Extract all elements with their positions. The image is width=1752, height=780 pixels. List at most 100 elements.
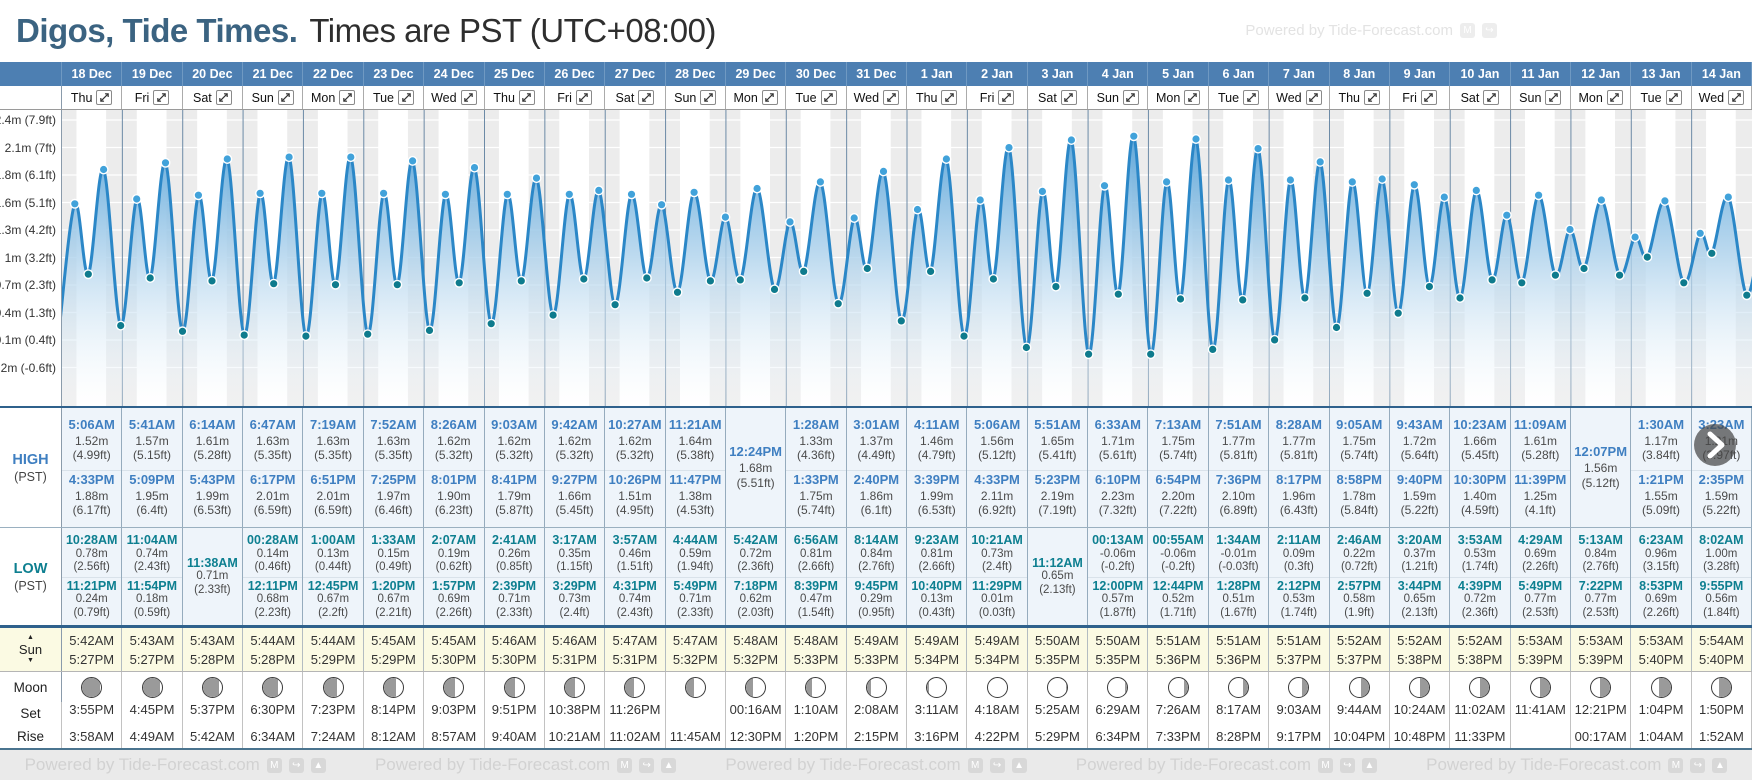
low-tide-cell: 2:07AM 0.19m (0.62ft) 1:57PM 0.69m (2.26… bbox=[424, 528, 485, 625]
expand-day-button[interactable] bbox=[1184, 90, 1201, 105]
sun-times-cell: 5:51AM 5:36PM bbox=[1209, 628, 1270, 671]
moonrise-time: 8:28PM bbox=[1209, 724, 1270, 748]
expand-day-button[interactable] bbox=[1420, 90, 1437, 105]
tide-time: 1:33PM bbox=[793, 471, 839, 487]
watermark-text: Powered by Tide-Forecast.com bbox=[24, 755, 260, 774]
low-tide-cell: 2:41AM 0.26m (0.85ft) 2:39PM 0.71m (2.33… bbox=[484, 528, 545, 625]
expand-day-button[interactable] bbox=[1545, 90, 1562, 105]
tide-height-ft: (5.12ft) bbox=[978, 448, 1017, 463]
next-page-arrow-button[interactable] bbox=[1694, 424, 1736, 466]
tide-height-m: 0.81m bbox=[920, 547, 953, 560]
moon-phase-cell bbox=[62, 672, 123, 702]
tide-time: 10:28AM bbox=[65, 533, 118, 548]
moonrise-time: 3:16PM bbox=[907, 724, 968, 748]
expand-icon bbox=[522, 93, 532, 102]
tide-height-m: 1.00m bbox=[1705, 547, 1738, 560]
expand-day-button[interactable] bbox=[941, 90, 958, 105]
expand-day-button[interactable] bbox=[96, 90, 113, 105]
expand-day-button[interactable] bbox=[1665, 90, 1682, 105]
date-header-row: 18 Dec 19 Dec 20 Dec 21 Dec 22 Dec 23 Dec 24 D… bbox=[0, 62, 1752, 86]
tide-entry: 6:10PM 2.23m (7.32ft) bbox=[1088, 469, 1148, 519]
expand-day-button[interactable] bbox=[1243, 90, 1260, 105]
weekday-label: Mon bbox=[1578, 90, 1603, 105]
expand-day-button[interactable] bbox=[575, 90, 592, 105]
expand-day-button[interactable] bbox=[1060, 90, 1077, 105]
watermark-icon: ↪ bbox=[1482, 23, 1497, 38]
tide-entry: 7:22PM 0.77m (2.53ft) bbox=[1570, 577, 1631, 621]
sun-times-cell: 5:54AM 5:40PM bbox=[1692, 628, 1752, 671]
weekday-cell: Sun bbox=[1088, 86, 1149, 109]
weekday-label: Fri bbox=[134, 90, 150, 105]
tide-height-ft: (6.59ft) bbox=[314, 503, 353, 518]
moonset-time: 10:38PM bbox=[545, 702, 606, 724]
moonset-row: Set 3:55PM 4:45PM 5:37PM 6:30PM 7:23PM 8:14PM… bbox=[0, 702, 1752, 724]
expand-day-button[interactable] bbox=[277, 90, 294, 105]
y-axis-tick-label: -0.2m (-0.6ft) bbox=[0, 360, 56, 375]
weekday-label: Sun bbox=[1096, 90, 1119, 105]
low-tide-cell: 9:23AM 0.81m (2.66ft) 10:40PM 0.13m (0.4… bbox=[907, 528, 968, 625]
weekday-label: Mon bbox=[1155, 90, 1181, 105]
tide-height-ft: (0.44ft) bbox=[314, 560, 352, 573]
expand-day-button[interactable] bbox=[1606, 90, 1623, 105]
tide-time: 5:49PM bbox=[1518, 579, 1563, 594]
sun-times-cell: 5:49AM 5:33PM bbox=[847, 628, 908, 671]
expand-day-button[interactable] bbox=[820, 90, 837, 105]
expand-day-button[interactable] bbox=[339, 90, 356, 105]
tide-height-ft: (4.1ft) bbox=[1524, 503, 1556, 518]
expand-icon bbox=[1731, 93, 1741, 102]
tide-time: 11:47PM bbox=[669, 471, 722, 487]
expand-day-button[interactable] bbox=[1483, 90, 1500, 105]
weekday-label: Sat bbox=[193, 90, 212, 105]
sun-times-cell: 5:42AM 5:27PM bbox=[62, 628, 123, 671]
tide-time: 9:03AM bbox=[491, 416, 538, 432]
moon-phase-icon bbox=[1710, 676, 1732, 698]
moon-phase-icon bbox=[1228, 676, 1249, 698]
expand-day-button[interactable] bbox=[215, 90, 232, 105]
tide-entry: 8:26AM 1.62m (5.32ft) bbox=[424, 416, 483, 464]
low-tide-cell: 2:46AM 0.22m (0.72ft) 2:57PM 0.58m (1.9f… bbox=[1329, 528, 1390, 625]
tide-height-m: 1.95m bbox=[135, 488, 169, 503]
weekday-cell: Sat bbox=[183, 86, 244, 109]
tide-height-m: 1.72m bbox=[1402, 433, 1437, 448]
tide-height-m: 0.74m bbox=[136, 547, 169, 560]
sunset-triangle-icon: ▼ bbox=[27, 657, 34, 664]
expand-day-button[interactable] bbox=[153, 90, 170, 105]
tide-height-ft: (6.92ft) bbox=[978, 503, 1017, 518]
expand-day-button[interactable] bbox=[1305, 90, 1322, 105]
tide-height-ft: (6.53ft) bbox=[193, 503, 232, 518]
moon-phase-cell bbox=[1148, 672, 1209, 702]
expand-day-button[interactable] bbox=[1728, 90, 1745, 105]
expand-day-button[interactable] bbox=[998, 90, 1015, 105]
tide-time: 10:27AM bbox=[608, 416, 662, 432]
tide-entry: 4:44AM 0.59m (1.94ft) bbox=[666, 532, 725, 575]
expand-day-button[interactable] bbox=[518, 90, 535, 105]
tide-time: 9:43AM bbox=[1396, 416, 1443, 432]
tide-entry: 6:33AM 1.71m (5.61ft) bbox=[1088, 416, 1147, 464]
expand-day-button[interactable] bbox=[761, 90, 778, 105]
tide-time: 11:21AM bbox=[668, 416, 722, 432]
moonrise-time: 4:49AM bbox=[122, 724, 183, 748]
expand-day-button[interactable] bbox=[1364, 90, 1380, 105]
tide-height-ft: (5.81ft) bbox=[1219, 448, 1258, 463]
moonrise-time: 1:04AM bbox=[1631, 724, 1692, 748]
tide-height-m: 1.65m bbox=[1040, 433, 1075, 448]
sunset-time: 5:32PM bbox=[672, 651, 718, 667]
expand-day-button[interactable] bbox=[638, 90, 655, 105]
date-cell: 29 Dec bbox=[726, 62, 787, 86]
tide-height-m: 0.13m bbox=[317, 547, 350, 560]
sunrise-time: 5:49AM bbox=[853, 632, 899, 648]
date-cell: 21 Dec bbox=[243, 62, 304, 86]
moonrise-time: 10:04PM bbox=[1330, 724, 1390, 748]
expand-day-button[interactable] bbox=[883, 90, 900, 105]
expand-day-button[interactable] bbox=[1122, 90, 1139, 105]
tide-time: 8:02AM bbox=[1699, 533, 1744, 548]
tide-time: 4:39PM bbox=[1458, 579, 1502, 594]
tide-height-ft: (-0.03ft) bbox=[1218, 560, 1259, 573]
tide-height-m: 1.79m bbox=[497, 488, 531, 503]
expand-day-button[interactable] bbox=[460, 90, 477, 105]
moon-phase-icon bbox=[503, 676, 525, 698]
expand-day-button[interactable] bbox=[700, 90, 717, 105]
tide-time: 00:28AM bbox=[247, 533, 299, 548]
moonset-time: 2:08AM bbox=[847, 702, 908, 724]
expand-day-button[interactable] bbox=[398, 90, 415, 105]
